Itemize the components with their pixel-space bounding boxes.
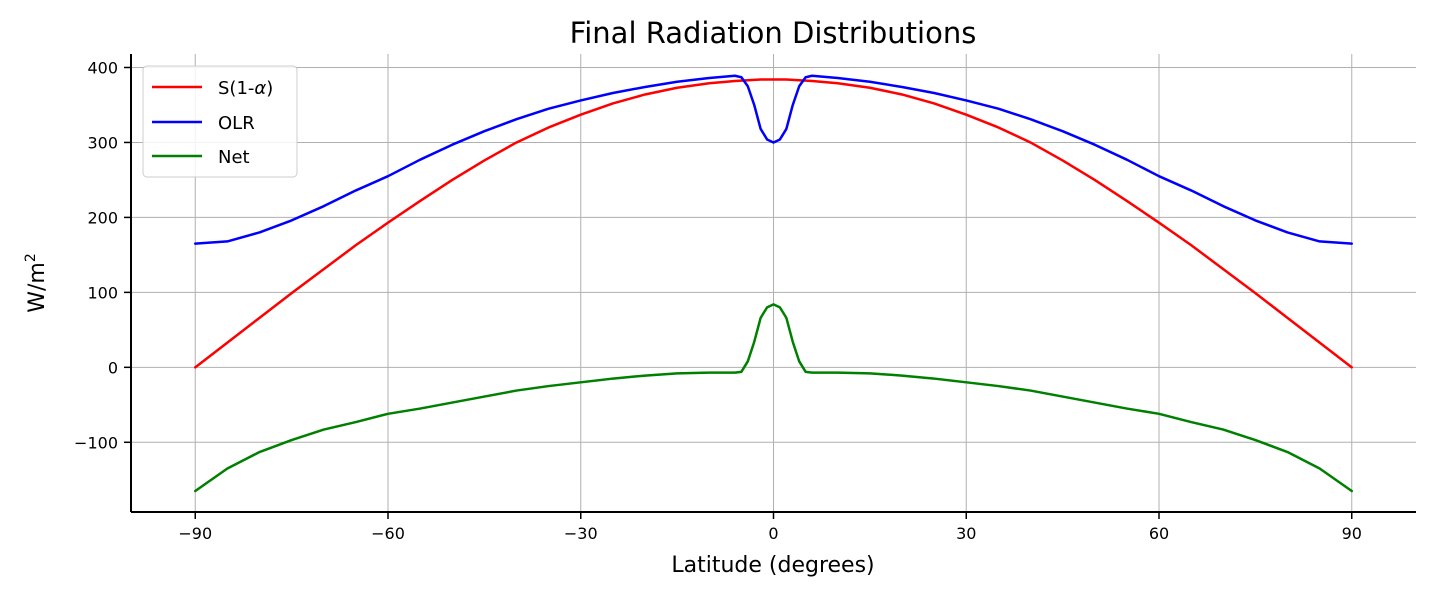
y-tick-label-4: 300 bbox=[87, 133, 118, 152]
series-line-net bbox=[194, 303, 1353, 493]
x-tick-label-5: 60 bbox=[1149, 524, 1169, 543]
series-line-absorbed-solar bbox=[194, 78, 1353, 369]
grid-layer bbox=[131, 54, 1416, 512]
legend-label-s-symbol: α bbox=[254, 78, 266, 99]
y-tick-label-5: 400 bbox=[87, 58, 118, 77]
x-tick-label-3: 0 bbox=[768, 524, 778, 543]
y-tick-label-2: 100 bbox=[87, 283, 118, 302]
y-tick-label-3: 200 bbox=[87, 208, 118, 227]
legend-label-s: S(1-α) bbox=[218, 78, 273, 99]
series-line-olr bbox=[194, 74, 1353, 245]
x-tick-label-6: 90 bbox=[1342, 524, 1362, 543]
y-tick-label-1: 0 bbox=[108, 358, 118, 377]
x-axis-title: Latitude (degrees) bbox=[671, 553, 874, 578]
y-tick-label-0: −100 bbox=[74, 433, 118, 452]
x-tick-label-0: −90 bbox=[178, 524, 212, 543]
x-tick-label-1: −60 bbox=[371, 524, 405, 543]
x-tick-label-4: 30 bbox=[956, 524, 976, 543]
y-axis-title: W/m2 bbox=[23, 253, 50, 313]
y-axis-title-base: W/m bbox=[25, 262, 50, 313]
legend-label-s-prefix: S(1- bbox=[218, 78, 254, 99]
x-tick-label-2: −30 bbox=[564, 524, 598, 543]
legend-label-s-suffix: ) bbox=[266, 78, 273, 99]
legend: S(1-α) OLR Net bbox=[142, 65, 298, 178]
chart-title: Final Radiation Distributions bbox=[570, 16, 977, 50]
ticks-layer: −90 −60 −30 0 30 60 90 −100 0 100 200 300 400 bbox=[74, 58, 1362, 543]
y-axis-title-superscript: 2 bbox=[23, 253, 39, 262]
series-layer bbox=[194, 74, 1353, 493]
legend-label-net: Net bbox=[218, 147, 250, 168]
legend-frame bbox=[142, 65, 298, 178]
legend-label-olr: OLR bbox=[218, 113, 255, 134]
